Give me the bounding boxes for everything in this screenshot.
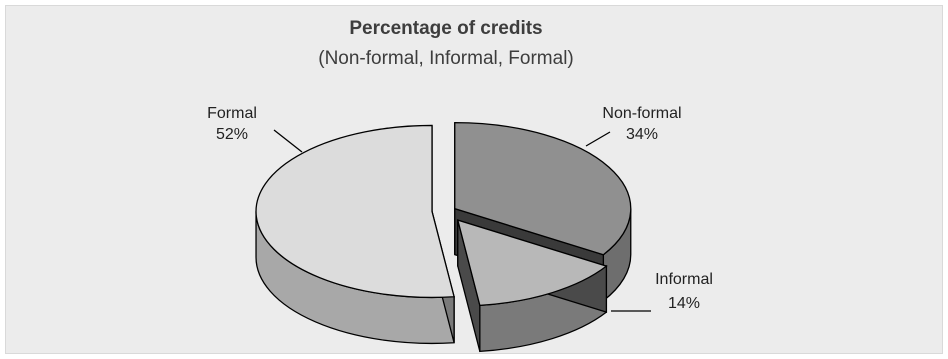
pie-chart: Percentage of credits (Non-formal, Infor…: [207, 18, 713, 353]
slice-label-nonformal: Non-formal: [602, 105, 681, 122]
slice-label-formal: Formal: [207, 105, 257, 122]
slice-value-formal: 52%: [216, 126, 248, 143]
chart-title: Percentage of credits: [349, 18, 542, 39]
slice-value-informal: 14%: [668, 295, 700, 312]
slice-label-informal: Informal: [655, 271, 713, 288]
chart-area: Percentage of credits (Non-formal, Infor…: [5, 5, 943, 354]
pie-slices: [255, 121, 632, 353]
slice-top-face: [456, 219, 608, 307]
pie-slice-informal: [456, 219, 608, 353]
slice-top-face: [454, 121, 632, 256]
pie-slice-formal: [255, 124, 455, 345]
slice-top-face: [255, 124, 455, 299]
slice-value-nonformal: 34%: [626, 126, 658, 143]
chart-subtitle: (Non-formal, Informal, Formal): [318, 48, 574, 69]
leader-line-nonformal: [585, 131, 611, 147]
leader-line-formal: [273, 129, 303, 153]
